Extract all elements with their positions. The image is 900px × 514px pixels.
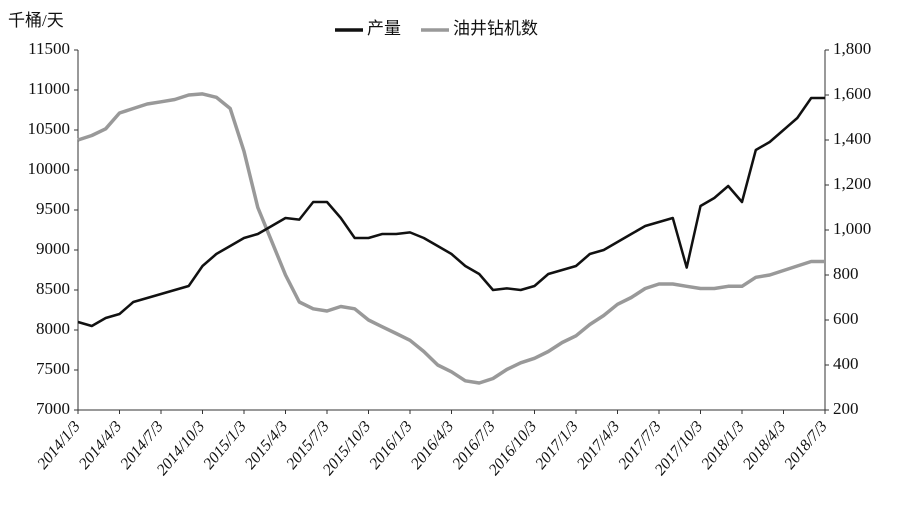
y2-tick-label: 600 [833, 309, 859, 328]
x-tick-label: 2018/7/3 [781, 418, 831, 473]
y2-tick-label: 800 [833, 264, 859, 283]
y2-tick-label: 1,000 [833, 219, 871, 238]
y-tick-label: 7500 [36, 359, 70, 378]
y-tick-label: 9000 [36, 239, 70, 258]
series-line [77, 92, 825, 385]
y-tick-label: 7000 [36, 399, 70, 418]
series-line [77, 96, 825, 328]
y2-tick-label: 200 [833, 399, 859, 418]
y-axis-label: 千桶/天 [8, 11, 64, 30]
y-tick-label: 11000 [28, 79, 70, 98]
y-tick-label: 11500 [28, 39, 70, 58]
x-tick-label: 2015/4/3 [242, 418, 292, 473]
x-tick-label: 2014/4/3 [76, 418, 126, 473]
x-tick-label: 2015/1/3 [200, 418, 250, 473]
y2-tick-label: 1,200 [833, 174, 871, 193]
y-tick-label: 10500 [28, 119, 71, 138]
y2-tick-label: 400 [833, 354, 859, 373]
x-tick-label: 2017/1/3 [532, 418, 582, 473]
y2-tick-label: 1,400 [833, 129, 871, 148]
x-tick-label: 2017/4/3 [574, 418, 624, 473]
y2-tick-label: 1,600 [833, 84, 871, 103]
x-tick-label: 2016/1/3 [366, 418, 416, 473]
y-tick-label: 8500 [36, 279, 70, 298]
y-tick-label: 8000 [36, 319, 70, 338]
x-tick-label: 2018/1/3 [698, 418, 748, 473]
x-tick-label: 2014/1/3 [34, 418, 84, 473]
y-tick-label: 9500 [36, 199, 70, 218]
legend-label: 产量 [367, 19, 401, 38]
x-tick-label: 2016/4/3 [408, 418, 458, 473]
x-tick-label: 2018/4/3 [740, 418, 790, 473]
legend-label: 油井钻机数 [453, 19, 538, 38]
y-tick-label: 10000 [28, 159, 71, 178]
y2-tick-label: 1,800 [833, 39, 871, 58]
